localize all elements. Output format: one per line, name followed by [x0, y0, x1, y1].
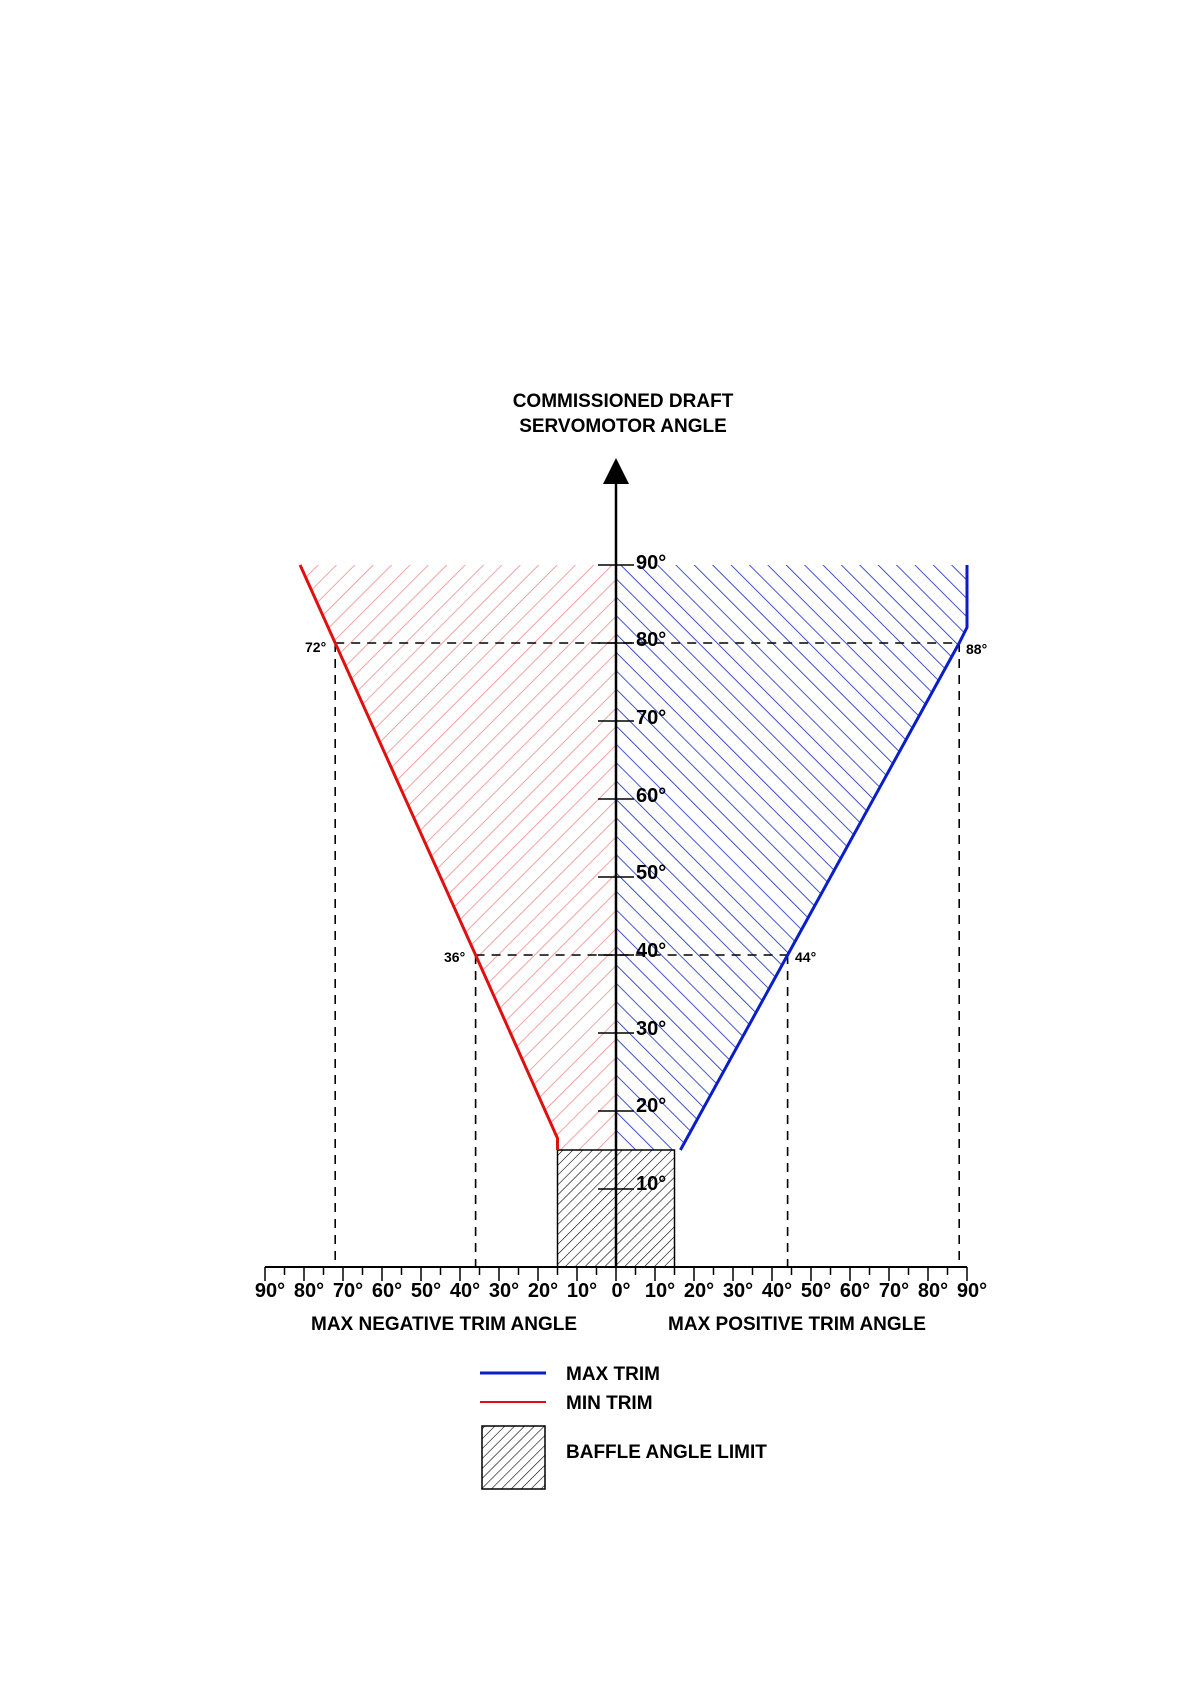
- x-tick-label-pos-10: 10°: [645, 1280, 675, 1302]
- y-tick-label-70: 70°: [636, 707, 666, 729]
- x-tick-label-pos-70: 70°: [879, 1280, 909, 1302]
- y-tick-label-30: 30°: [636, 1018, 666, 1040]
- x-tick-label-neg-60: 60°: [372, 1280, 402, 1302]
- x-tick-label-neg-30: 30°: [489, 1280, 519, 1302]
- x-tick-label-pos-20: 20°: [684, 1280, 714, 1302]
- x-tick-label-pos-60: 60°: [840, 1280, 870, 1302]
- y-tick-label-80: 80°: [636, 629, 666, 651]
- x-tick-label-zero: 0°: [611, 1280, 630, 1302]
- annotation-min-at-80: 72°: [305, 639, 326, 655]
- y-tick-label-10: 10°: [636, 1173, 666, 1195]
- x-tick-label-neg-70: 70°: [333, 1280, 363, 1302]
- legend-min-trim-label: MIN TRIM: [566, 1393, 653, 1414]
- x-tick-label-pos-30: 30°: [723, 1280, 753, 1302]
- max-trim-line: [679, 565, 969, 1151]
- min-trim-line: [298, 564, 559, 1150]
- chart-title-line1: COMMISSIONED DRAFT: [513, 391, 734, 412]
- reference-dashed-lines: [334, 642, 961, 1267]
- x-tick-label-neg-40: 40°: [450, 1280, 480, 1302]
- annotation-max-at-40: 44°: [795, 949, 816, 965]
- x-tick-label-pos-50: 50°: [801, 1280, 831, 1302]
- y-tick-label-20: 20°: [636, 1095, 666, 1117]
- x-tick-label-neg-20: 20°: [528, 1280, 558, 1302]
- x-tick-label-neg-80: 80°: [294, 1280, 324, 1302]
- x-axis-positive-label: MAX POSITIVE TRIM ANGLE: [668, 1314, 926, 1335]
- y-tick-label-90: 90°: [636, 552, 666, 574]
- legend-baffle-label: BAFFLE ANGLE LIMIT: [566, 1442, 767, 1463]
- annotation-min-at-40: 36°: [444, 949, 465, 965]
- x-axis-negative-label: MAX NEGATIVE TRIM ANGLE: [311, 1314, 577, 1335]
- x-tick-label-neg-10: 10°: [567, 1280, 597, 1302]
- y-tick-label-60: 60°: [636, 785, 666, 807]
- annotation-max-at-80: 88°: [966, 641, 987, 657]
- legend-baffle-swatch: [481, 1425, 546, 1490]
- y-axis-arrowhead: [603, 458, 629, 484]
- max-trim-region: [616, 565, 967, 1150]
- chart-title-line2: SERVOMOTOR ANGLE: [519, 416, 727, 437]
- x-tick-label-pos-90: 90°: [957, 1280, 987, 1302]
- y-tick-label-40: 40°: [636, 940, 666, 962]
- x-tick-label-pos-40: 40°: [762, 1280, 792, 1302]
- legend: MAX TRIM MIN TRIM BAFFLE ANGLE LIMIT: [480, 1364, 767, 1490]
- x-tick-label-neg-50: 50°: [411, 1280, 441, 1302]
- x-tick-label-neg-90: 90°: [255, 1280, 285, 1302]
- y-axis-ticks: [598, 564, 634, 1190]
- x-tick-label-pos-80: 80°: [918, 1280, 948, 1302]
- min-trim-region: [300, 565, 616, 1150]
- x-axis-ticks: [264, 1267, 968, 1281]
- y-tick-label-50: 50°: [636, 862, 666, 884]
- legend-max-trim-label: MAX TRIM: [566, 1364, 660, 1385]
